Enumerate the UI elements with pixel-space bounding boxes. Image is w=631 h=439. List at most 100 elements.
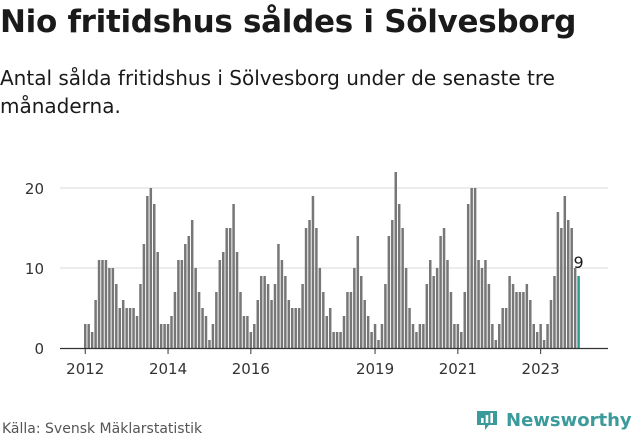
bar-2012-10 [115,284,118,348]
bar-2018-10 [363,300,366,348]
bar-2013-07 [146,196,149,348]
bar-2017-05 [304,228,308,348]
bar-2017-02 [294,308,297,348]
bar-2020-08 [439,236,442,348]
bar-2019-07 [394,172,397,348]
bar-2015-02 [211,324,215,348]
bar-2016-05 [263,276,266,348]
bar-2023-09 [567,220,570,348]
bar-2016-08 [273,284,277,348]
bar-2021-10 [487,284,491,348]
bar-2019-01 [373,324,377,348]
data-labels: 9 [574,253,584,272]
bar-2021-11 [491,324,494,348]
bar-2015-05 [222,252,225,348]
bar-2014-11 [201,308,204,348]
bar-2019-04 [384,284,387,348]
bar-2017-03 [297,308,301,348]
bar-2016-07 [270,300,273,348]
bar-2022-04 [508,276,511,348]
bar-2021-09 [484,260,487,348]
bar-2015-09 [235,252,239,348]
bar-2018-01 [332,332,335,348]
bar-2018-12 [370,332,373,348]
brand-name: Newsworthy [506,409,631,431]
bar-2015-04 [218,260,222,348]
bar-2014-05 [180,260,184,348]
x-axis: 2012 2014 2016 2019 2021 2023 [60,347,608,378]
x-tick-label: 2021 [439,360,477,378]
bar-2015-10 [239,292,242,348]
bar-2012-02 [87,324,90,348]
bar-2014-10 [197,292,201,348]
bar-2022-01 [498,324,501,348]
bar-2018-02 [335,332,339,348]
bar-2022-08 [522,292,525,348]
bar-2020-02 [418,324,422,348]
source-note: Källa: Svensk Mäklarstatistik [2,421,203,437]
bar-2017-10 [322,292,325,348]
bar-2023-03 [546,324,549,348]
bar-2019-12 [411,324,415,348]
y-axis-labels: 0 10 20 [25,180,44,358]
bar-2022-03 [504,308,508,348]
x-tick-label: 2014 [149,360,187,378]
bar-2012-09 [111,268,115,348]
bar-2017-01 [291,308,294,348]
bar-2013-09 [153,204,156,348]
bar-2021-06 [473,188,477,348]
bar-chart: 2012 2014 2016 2019 2021 2023 0 10 20 9 [25,172,608,378]
bar-2012-12 [121,300,125,348]
bar-2013-10 [156,252,159,348]
bar-2016-10 [280,260,284,348]
newsworthy-logo-icon [477,411,497,430]
bar-2018-11 [366,316,370,348]
bar-2021-05 [470,188,473,348]
bar-2019-05 [387,236,391,348]
bar-2022-12 [535,332,539,348]
bar-2014-09 [194,268,197,348]
bar-2015-06 [225,228,228,348]
bar-2019-02 [377,340,380,348]
bar-2019-03 [380,324,384,348]
x-tick-label: 2023 [522,360,560,378]
bar-2016-03 [256,300,259,348]
bar-2022-02 [501,308,504,348]
bar-2021-08 [480,268,484,348]
bar-2020-01 [415,332,418,348]
bar-2021-12 [494,340,498,348]
bar-2020-10 [446,260,449,348]
bar-2017-06 [308,220,311,348]
bar-2023-06 [556,212,560,348]
bar-2020-06 [432,276,435,348]
bar-2016-02 [253,324,256,348]
bar-2020-07 [435,268,439,348]
bar-2012-07 [104,260,108,348]
bar-2016-11 [284,276,287,348]
bar-series [84,172,580,348]
bar-2017-08 [315,228,318,348]
bar-2022-05 [511,284,515,348]
bar-2021-02 [460,332,463,348]
bar-2021-01 [456,324,460,348]
bar-2022-10 [529,300,532,348]
bar-2014-03 [173,292,177,348]
bar-2013-06 [142,244,146,348]
bar-2019-09 [401,228,404,348]
bar-2023-08 [563,196,567,348]
bar-2015-11 [242,316,246,348]
bar-2022-06 [515,292,518,348]
bar-2019-06 [391,220,394,348]
bar-2017-09 [318,268,322,348]
bar-2015-03 [215,292,218,348]
bar-2023-04 [549,300,553,348]
y-tick-label: 10 [25,260,44,278]
bar-2018-08 [356,236,360,348]
bar-2015-07 [228,228,232,348]
y-tick-label: 20 [25,180,44,198]
bar-2018-06 [349,292,353,348]
bar-2017-12 [328,308,332,348]
bar-2018-05 [346,292,349,348]
bar-2013-01 [125,308,128,348]
x-tick-label: 2016 [232,360,270,378]
